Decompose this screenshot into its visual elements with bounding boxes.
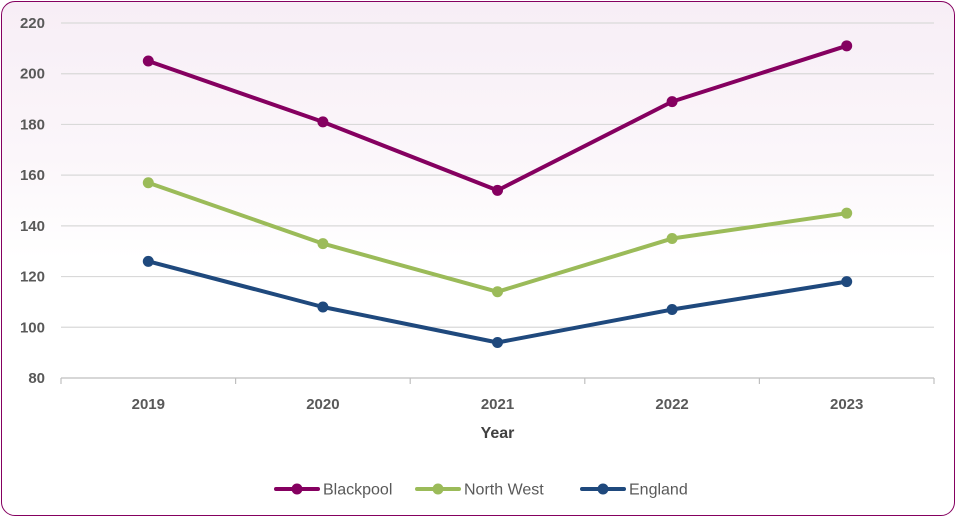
y-tick-label: 140 — [20, 218, 45, 235]
data-point-north-west — [666, 233, 678, 245]
data-point-england — [666, 304, 678, 316]
y-tick-label: 120 — [20, 269, 45, 286]
series-line-england — [146, 259, 849, 345]
data-point-england — [841, 276, 853, 288]
x-tick-label: 2020 — [306, 396, 339, 413]
legend-label-north-west: North West — [464, 482, 544, 499]
data-point-north-west — [841, 207, 853, 219]
y-tick-label: 100 — [20, 319, 45, 336]
data-point-blackpool — [841, 40, 853, 52]
series-line-blackpool — [146, 43, 849, 193]
y-axis-ticks: 80 100 120 140 160 180 200 220 — [20, 15, 45, 387]
legend-label-england: England — [629, 482, 688, 499]
x-axis: 2019 2020 2021 2022 2023 — [60, 377, 935, 413]
legend-marker-blackpool — [291, 483, 303, 495]
data-point-england — [317, 301, 329, 313]
data-point-blackpool — [142, 55, 154, 67]
data-point-north-west — [142, 177, 154, 189]
y-tick-label: 220 — [20, 15, 45, 32]
legend: Blackpool North West England — [274, 482, 688, 499]
legend-marker-england — [597, 483, 609, 495]
data-point-blackpool — [317, 116, 329, 128]
data-point-blackpool — [666, 96, 678, 108]
data-point-north-west — [317, 238, 329, 250]
data-point-england — [142, 255, 154, 267]
y-tick-label: 80 — [28, 370, 45, 387]
x-tick-label: 2022 — [655, 396, 688, 413]
x-tick-label: 2021 — [481, 396, 514, 413]
data-point-north-west — [492, 286, 503, 298]
series-line-north-west — [146, 180, 849, 294]
legend-label-blackpool: Blackpool — [323, 482, 392, 499]
data-point-blackpool — [492, 184, 503, 196]
x-tick-label: 2019 — [132, 396, 165, 413]
legend-marker-north-west — [432, 483, 444, 495]
y-tick-label: 160 — [20, 167, 45, 184]
x-axis-title: Year — [481, 425, 515, 442]
series-lines — [142, 40, 853, 348]
data-point-england — [492, 337, 503, 348]
x-tick-label: 2023 — [830, 396, 863, 413]
gridlines — [61, 22, 934, 328]
y-tick-label: 200 — [20, 66, 45, 83]
y-tick-label: 180 — [20, 116, 45, 133]
